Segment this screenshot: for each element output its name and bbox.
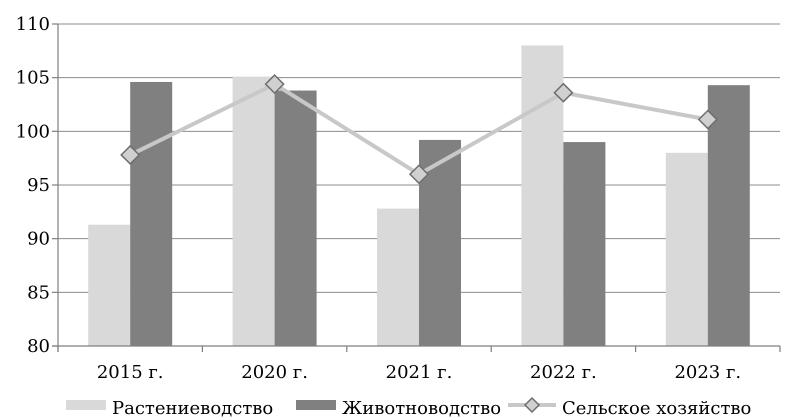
- y-tick-label: 85: [27, 282, 50, 303]
- x-tick-label: 2020 г.: [241, 362, 308, 383]
- legend-marker: [523, 396, 541, 414]
- legend: Растениеводство Животноводство Сельское хо…: [66, 396, 751, 419]
- legend-item: Растениеводство: [66, 398, 273, 419]
- y-tick-label: 95: [27, 175, 50, 196]
- y-tick-label: 100: [16, 121, 50, 142]
- point-marker: [408, 164, 430, 185]
- x-tick-label: 2022 г.: [530, 362, 597, 383]
- legend-label: Сельское хозяйство: [562, 398, 751, 419]
- x-tick-label: 2023 г.: [674, 362, 741, 383]
- bar-Растениеводство: [665, 152, 708, 346]
- y-tick-label: 80: [27, 336, 50, 357]
- legend-item: Животноводство: [296, 398, 501, 419]
- axes: [52, 23, 781, 352]
- point-marker: [264, 74, 285, 95]
- y-tick-label: 110: [16, 14, 50, 35]
- y-tick-label: 105: [16, 68, 50, 89]
- bar-Растениеводство: [377, 208, 419, 346]
- y-tick-label: 90: [27, 229, 50, 250]
- line-series: [120, 74, 718, 185]
- bars: [88, 45, 750, 347]
- bar-Растениеводство: [88, 224, 131, 346]
- x-tick-labels: 2015 г. 2020 г. 2021 г. 2022 г. 2023 г.: [97, 362, 741, 383]
- x-tick-label: 2015 г.: [97, 362, 164, 383]
- x-tick-label: 2021 г.: [386, 362, 453, 383]
- bar-Животноводство: [563, 142, 606, 346]
- bar-Животноводство: [274, 90, 317, 347]
- legend-swatch: [296, 400, 336, 410]
- bar-Растениеводство: [232, 76, 275, 347]
- bar-Животноводство: [707, 85, 750, 347]
- y-tick-labels: 80 85 90 95 100 105 110: [16, 14, 50, 357]
- point-marker: [697, 109, 718, 130]
- legend-label: Растениеводство: [112, 398, 273, 419]
- point-marker: [553, 82, 574, 103]
- legend-label: Животноводство: [342, 398, 501, 419]
- bar-Животноводство: [130, 81, 173, 347]
- legend-item: Сельское хозяйство: [508, 396, 751, 419]
- legend-swatch: [66, 400, 106, 410]
- point-marker: [120, 144, 141, 166]
